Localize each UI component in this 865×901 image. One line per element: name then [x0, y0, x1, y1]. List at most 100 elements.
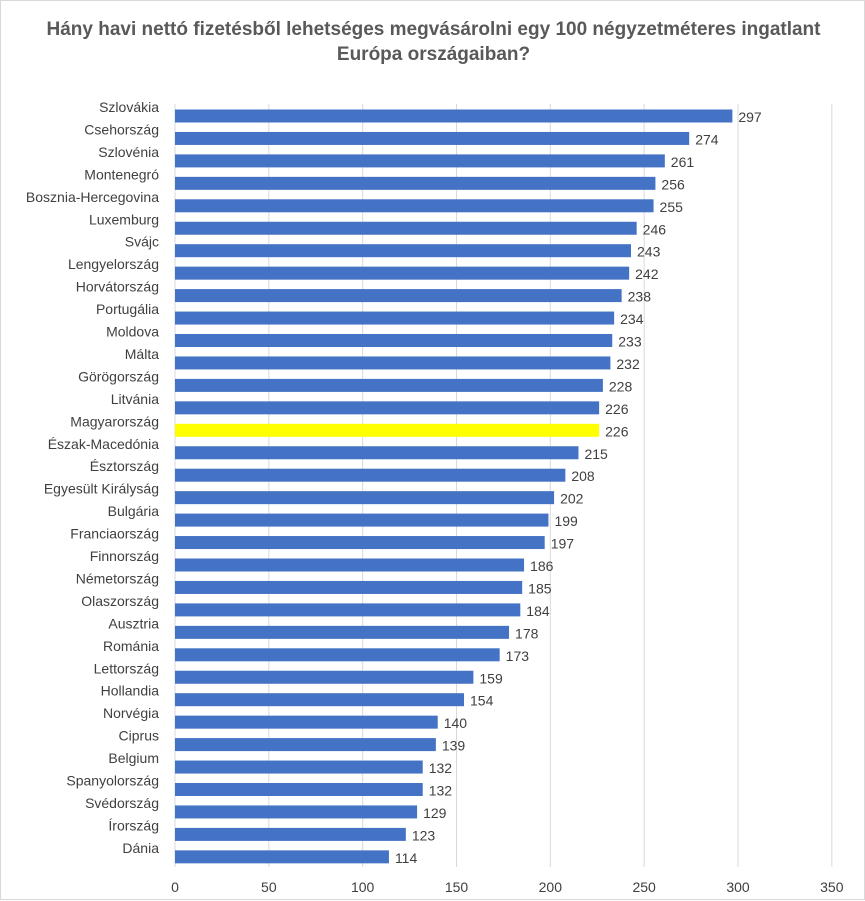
bar-malta [175, 356, 611, 370]
category-label-gorogorszag: Görögország [78, 368, 159, 384]
x-tick-label-250: 250 [632, 879, 656, 895]
category-label-egyesult-kiralysag: Egyesült Királyság [44, 481, 159, 497]
bar-ciprus [175, 738, 436, 752]
data-label-bosznia-hercegovina: 255 [660, 199, 684, 215]
bar-litvania [175, 401, 600, 415]
bar-magyarorszag [175, 423, 600, 437]
category-label-moldova: Moldova [106, 324, 159, 340]
data-label-eszak-macedonia: 215 [584, 446, 608, 462]
category-label-ciprus: Ciprus [119, 728, 159, 744]
category-labels: Szlovákia Csehország Szlovénia Montenegró Bo… [26, 99, 159, 856]
data-label-svedorszag: 129 [423, 805, 447, 821]
bar-finnorszag [175, 558, 525, 572]
category-label-olaszorszag: Olaszország [81, 593, 159, 609]
bar-egyesult-kiralysag [175, 491, 555, 505]
x-tick-label-50: 50 [261, 879, 277, 895]
data-label-csehorszag: 274 [695, 131, 719, 147]
data-label-portugalia: 234 [620, 311, 644, 327]
bar-spanyolorszag [175, 783, 423, 796]
category-label-szlovakia: Szlovákia [99, 99, 159, 115]
bar-szlovakia [175, 109, 733, 123]
gridlines [174, 104, 833, 867]
category-label-szlovenia: Szlovénia [98, 144, 159, 160]
data-label-horvatorszag: 238 [628, 289, 652, 305]
bar-eszak-macedonia [175, 446, 579, 460]
bar-montenegro [175, 176, 656, 190]
data-label-finnorszag: 186 [530, 558, 554, 574]
bar-horvatorszag [175, 289, 622, 303]
bar-esztorszag [175, 468, 566, 482]
bar-nemetorszag [175, 580, 523, 594]
data-label-bulgaria: 199 [554, 513, 578, 529]
bar-franciaorszag [175, 536, 545, 550]
data-label-ciprus: 139 [442, 738, 466, 754]
bar-bulgaria [175, 513, 549, 527]
category-label-bosznia-hercegovina: Bosznia-Hercegovina [26, 189, 159, 205]
category-label-lettorszag: Lettország [94, 660, 159, 676]
data-label-norvegia: 140 [444, 715, 468, 731]
bar-gorogorszag [175, 378, 603, 392]
category-label-portugalia: Portugália [96, 301, 159, 317]
bar-svajc [175, 244, 632, 258]
category-label-montenegro: Montenegró [84, 166, 159, 182]
data-label-belgium: 132 [429, 760, 453, 776]
bar-hollandia [175, 693, 465, 707]
data-label-olaszorszag: 184 [526, 603, 550, 619]
category-label-dania: Dánia [122, 840, 159, 856]
bar-lettorszag [175, 670, 474, 684]
data-label-hollandia: 154 [470, 693, 494, 709]
category-label-magyarorszag: Magyarország [70, 413, 159, 429]
bar-lengyelorszag [175, 266, 630, 280]
x-tick-label-300: 300 [726, 879, 750, 895]
data-label-litvania: 226 [605, 401, 629, 417]
category-label-lengyelorszag: Lengyelország [68, 256, 159, 272]
category-label-svedorszag: Svédország [85, 795, 159, 811]
category-label-luxemburg: Luxemburg [89, 211, 159, 227]
bars [175, 109, 733, 864]
bar-irorszag [175, 827, 406, 841]
bar-luxemburg [175, 221, 637, 235]
data-label-szlovakia: 297 [738, 109, 762, 125]
data-label-romania: 173 [506, 648, 530, 664]
data-label-spanyolorszag: 132 [429, 783, 453, 799]
bar-csehorszag [175, 131, 690, 145]
category-label-bulgaria: Bulgária [108, 503, 160, 519]
data-label-luxemburg: 246 [643, 221, 667, 237]
category-label-finnorszag: Finnország [90, 548, 159, 564]
data-label-lengyelorszag: 242 [635, 266, 659, 282]
data-label-dania: 114 [395, 850, 418, 866]
bar-romania [175, 648, 500, 662]
category-label-horvatorszag: Horvátország [76, 279, 159, 295]
data-label-svajc: 243 [637, 244, 661, 260]
category-label-svajc: Svájc [125, 234, 159, 250]
data-label-gorogorszag: 228 [609, 378, 633, 394]
category-label-hollandia: Hollandia [101, 683, 160, 699]
category-label-nemetorszag: Németország [76, 570, 159, 586]
data-label-egyesult-kiralysag: 202 [560, 491, 584, 507]
x-tick-label-0: 0 [171, 879, 179, 895]
bar-portugalia [175, 311, 615, 325]
category-label-irorszag: Írország [108, 817, 159, 833]
chart-title: Hány havi nettó fizetésből lehetséges me… [46, 19, 821, 65]
data-label-lettorszag: 159 [479, 670, 503, 686]
data-label-szlovenia: 261 [671, 154, 695, 170]
category-label-esztorszag: Észtország [90, 458, 159, 474]
bar-belgium [175, 760, 423, 774]
bar-ausztria [175, 625, 510, 639]
category-label-belgium: Belgium [108, 750, 159, 766]
data-label-malta: 232 [616, 356, 640, 372]
category-label-litvania: Litvánia [111, 391, 159, 407]
bar-svedorszag [175, 805, 418, 819]
x-tick-label-150: 150 [445, 879, 469, 895]
x-tick-label-100: 100 [351, 879, 375, 895]
bar-olaszorszag [175, 603, 521, 617]
data-label-irorszag: 123 [412, 827, 436, 843]
category-label-franciaorszag: Franciaország [70, 526, 159, 542]
data-label-magyarorszag: 226 [605, 423, 629, 439]
data-label-franciaorszag: 197 [551, 536, 575, 552]
bar-dania [175, 850, 389, 864]
data-label-ausztria: 178 [515, 625, 539, 641]
